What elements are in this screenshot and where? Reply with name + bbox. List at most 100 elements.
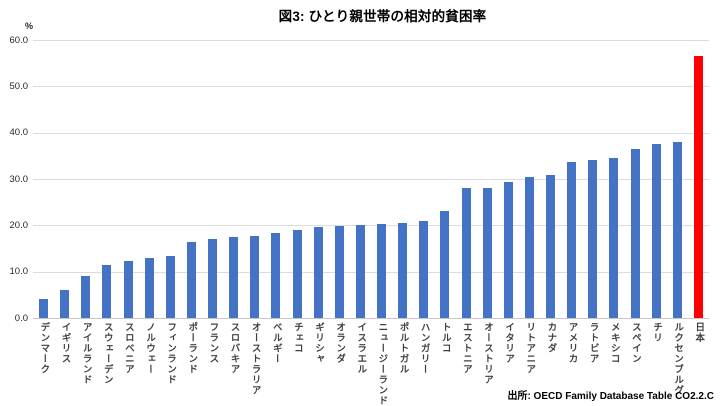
category-label-cell: スロバキア — [223, 322, 244, 406]
category-label: ベルギー — [270, 322, 282, 364]
y-tick-label: 40.0 — [9, 127, 29, 139]
bar — [440, 211, 450, 318]
category-label: メキシコ — [608, 322, 620, 364]
bar — [102, 264, 112, 318]
bar-column — [202, 239, 223, 318]
category-label-cell: ハンガリー — [413, 322, 434, 406]
category-label: イギリス — [59, 322, 71, 364]
bar-column — [54, 289, 75, 318]
bar — [398, 223, 408, 318]
x-axis-line — [33, 318, 709, 319]
category-label-cell: ギリシャ — [308, 322, 329, 406]
category-label-cell: スロベニア — [118, 322, 139, 406]
bars-container — [33, 40, 709, 318]
category-label: フィンランド — [165, 322, 177, 385]
bar-column — [371, 224, 392, 318]
bar — [60, 289, 70, 318]
bar-column — [625, 149, 646, 318]
category-label-cell: チェコ — [287, 322, 308, 406]
bar-column — [350, 225, 371, 318]
category-label: ポルトガル — [397, 322, 409, 375]
bar-column — [160, 255, 181, 318]
bar-column — [223, 236, 244, 318]
bar-column — [456, 187, 477, 318]
bar-column — [434, 211, 455, 318]
category-label: イタリア — [503, 322, 515, 364]
y-tick-label: 30.0 — [9, 173, 29, 185]
category-label: オーストリア — [481, 322, 493, 385]
bar — [229, 236, 239, 318]
gridline — [33, 86, 709, 88]
bar — [81, 276, 91, 318]
category-label: ポーランド — [186, 322, 198, 375]
bar — [250, 235, 260, 318]
gridline — [33, 225, 709, 227]
category-label-cell: チリ — [646, 322, 667, 406]
category-label: ルクセンブルグ — [672, 322, 684, 396]
category-label: アイルランド — [80, 322, 92, 385]
category-label-cell: 日本 — [688, 322, 709, 406]
bar-column — [33, 298, 54, 318]
bar — [123, 260, 133, 318]
category-label-cell: スウェーデン — [96, 322, 117, 406]
bar — [482, 188, 492, 318]
bar — [271, 232, 281, 318]
bar — [377, 224, 387, 318]
bar-column — [582, 160, 603, 318]
category-label: チリ — [650, 322, 662, 343]
category-label: リトアニア — [524, 322, 536, 375]
category-label-cell: ルクセンブルグ — [667, 322, 688, 406]
category-label-cell: イギリス — [54, 322, 75, 406]
bar-column — [139, 257, 160, 318]
bar-column — [287, 229, 308, 318]
category-label-cell: アイルランド — [75, 322, 96, 406]
bar — [39, 298, 49, 318]
bar — [313, 226, 323, 318]
category-label-cell: カナダ — [540, 322, 561, 406]
bar-column — [561, 161, 582, 318]
category-label-cell: フランス — [202, 322, 223, 406]
gridline — [33, 179, 709, 180]
source-note: 出所: OECD Family Database Table CO2.2.C — [507, 391, 714, 402]
bar — [292, 229, 302, 318]
category-label: デンマーク — [38, 322, 50, 375]
category-label-cell: イタリア — [498, 322, 519, 406]
gridline — [33, 40, 709, 41]
bar-column — [244, 235, 265, 318]
bar-column — [265, 232, 286, 318]
bar — [546, 175, 556, 318]
category-label-cell: アメリカ — [561, 322, 582, 406]
bar-column — [413, 220, 434, 318]
bar-column — [498, 182, 519, 318]
bar — [334, 225, 344, 318]
category-label: スロベニア — [122, 322, 134, 375]
bar-column — [667, 141, 688, 318]
gridline — [33, 132, 709, 134]
bar-column — [181, 242, 202, 318]
bar-column — [688, 55, 709, 318]
bar — [165, 255, 175, 318]
bar-column — [75, 276, 96, 318]
category-label: オランダ — [334, 322, 346, 364]
bar-column — [96, 264, 117, 318]
bar-column — [603, 157, 624, 318]
category-label: チェコ — [291, 322, 303, 354]
bar — [567, 161, 577, 318]
category-label-cell: ポーランド — [181, 322, 202, 406]
category-label: エストニア — [460, 322, 472, 375]
bar-column — [519, 176, 540, 318]
category-label: フランス — [207, 322, 219, 364]
category-label: カナダ — [545, 322, 557, 354]
category-label-cell: イスラエル — [350, 322, 371, 406]
y-tick-label: 0.0 — [14, 312, 28, 324]
bar — [651, 144, 661, 318]
category-label-cell: トルコ — [434, 322, 455, 406]
gridline — [33, 271, 709, 273]
bar-column — [646, 144, 667, 318]
category-label-cell: ノルウェー — [139, 322, 160, 406]
category-label-cell: ベルギー — [265, 322, 286, 406]
y-tick-label: 60.0 — [9, 34, 29, 46]
bar — [503, 182, 513, 318]
bar — [186, 242, 196, 318]
category-label: ハンガリー — [418, 322, 430, 375]
